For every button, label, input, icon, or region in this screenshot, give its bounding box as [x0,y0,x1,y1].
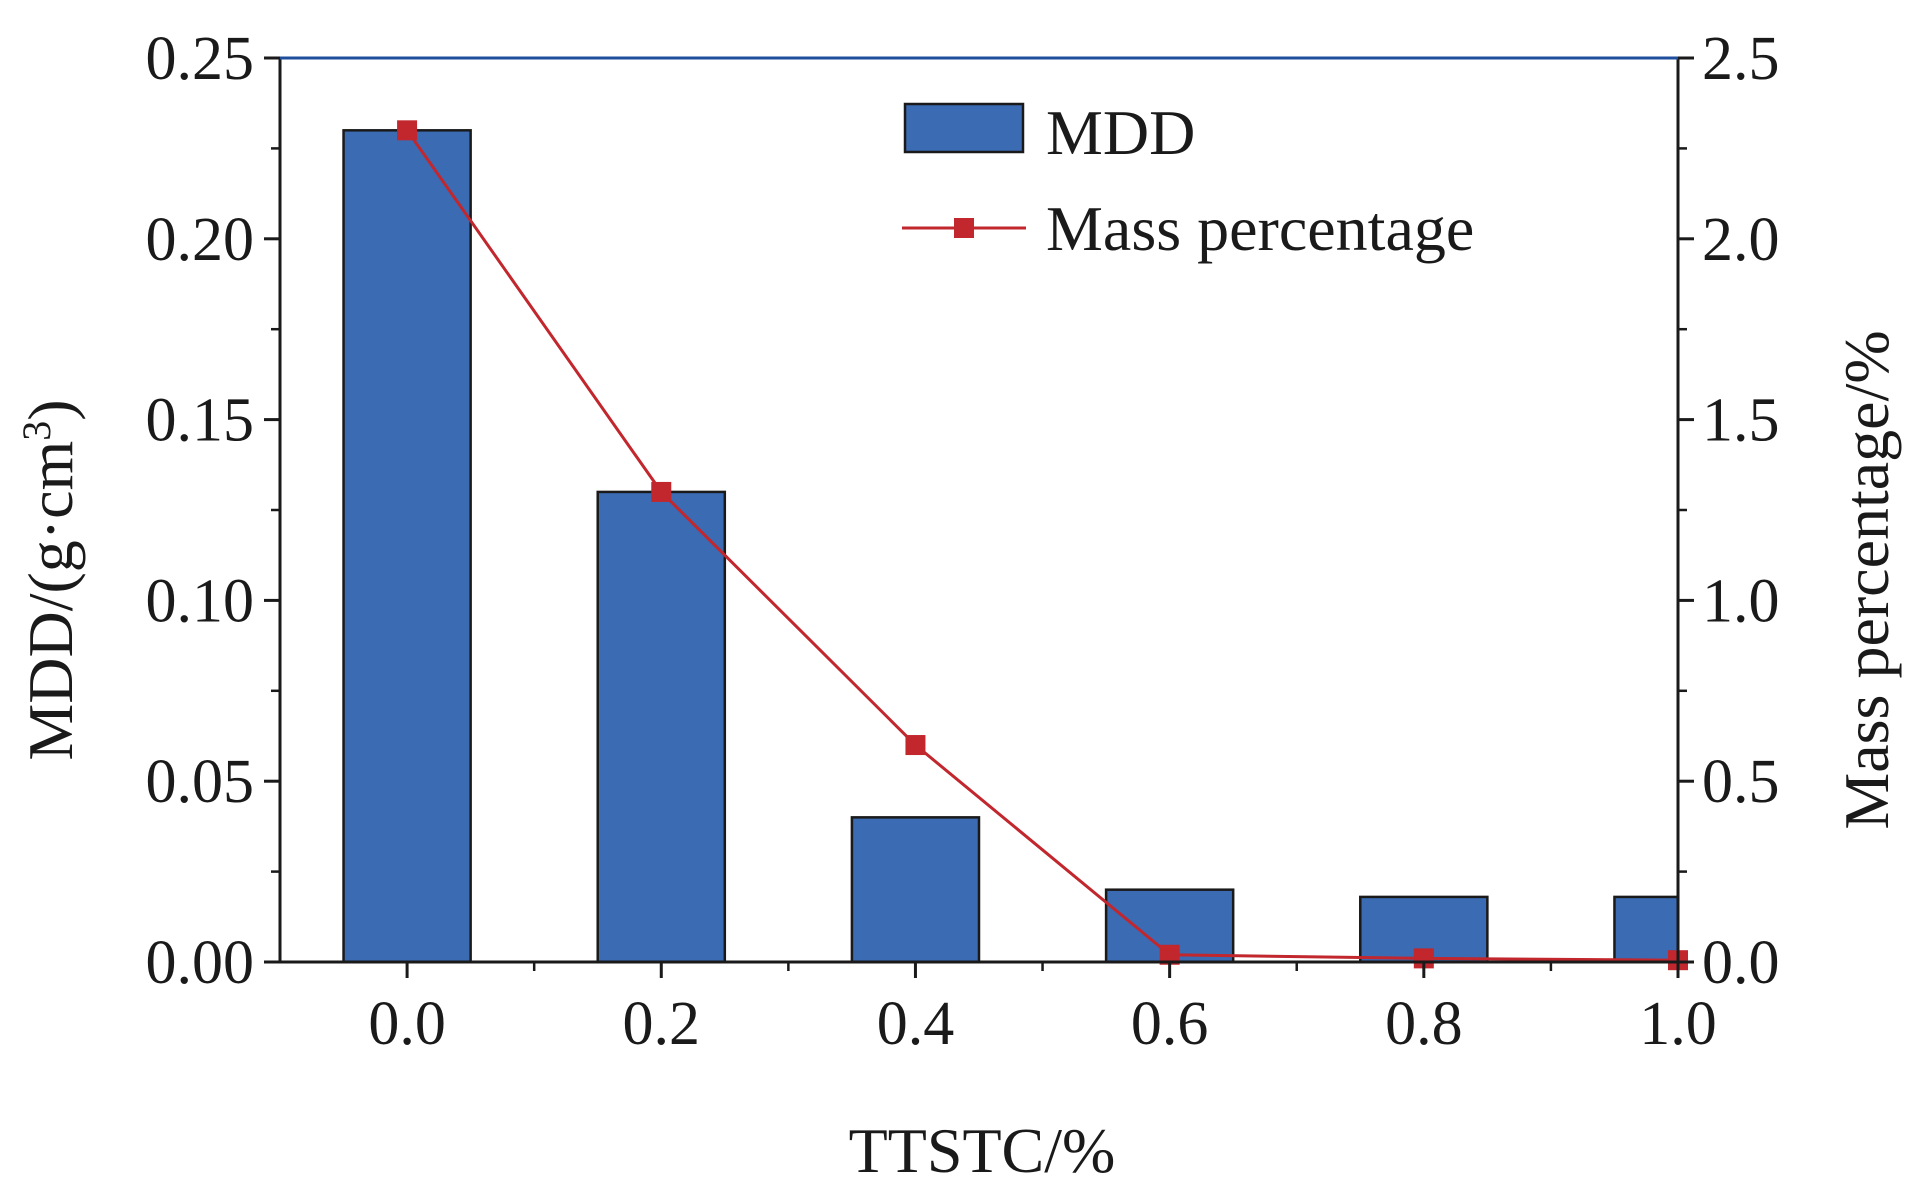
marker-mass-percentage-2 [905,735,926,756]
y-tick-label: 0.00 [146,929,255,997]
y2-tick-label: 0.5 [1702,748,1780,816]
marker-mass-percentage-1 [651,481,672,502]
bar-mdd-0 [342,129,472,964]
legend-mdd-label: MDD [1046,97,1195,168]
y2-tick-label: 1.0 [1702,567,1780,635]
x-tick-label: 0.4 [877,990,955,1058]
y-tick-label: 0.20 [146,206,255,274]
y2-axis-title: Mass percentage/% [1831,330,1902,829]
axes-group [264,56,1694,978]
y-tick-label: 0.05 [146,748,255,816]
x-tick-label: 1.0 [1639,990,1717,1058]
legend-mass-marker [954,218,974,238]
y2-tick-label: 1.5 [1702,387,1780,455]
marker-mass-percentage-0 [397,120,418,141]
y-axis-title-superscript: 3 [14,421,59,441]
y2-tick-label: 0.0 [1702,929,1780,997]
legend-mass-label: Mass percentage [1046,193,1474,264]
line-mass-percentage [405,129,1679,962]
bars-group [342,129,1680,964]
tick-labels-group: 0.00 0.05 0.10 0.15 0.20 0.25 0.0 0.5 1.0 1.5 2.0 2… [146,25,1780,1058]
y-tick-label: 0.25 [146,25,255,93]
y-axis-title-main: MDD/(g·cm [15,441,86,761]
y-axis-title-end: ) [15,399,86,420]
bar-mdd-2 [850,816,981,964]
y-axis-title: MDD/(g·cm3) [14,399,87,760]
line-series-group [397,120,1688,971]
y2-tick-label: 2.5 [1702,25,1780,93]
bar-mdd-1 [596,490,727,964]
y-tick-label: 0.15 [146,387,255,455]
y-tick-label: 0.10 [146,567,255,635]
legend-mdd-swatch [903,102,1025,154]
marker-mass-percentage-3 [1159,944,1180,965]
x-tick-label: 0.8 [1385,990,1463,1058]
x-tick-label: 0.2 [623,990,701,1058]
legend: MDD Mass percentage [902,97,1474,264]
x-axis-title: TTSTC/% [849,1115,1116,1186]
y2-tick-label: 2.0 [1702,206,1780,274]
x-tick-label: 0.0 [368,990,446,1058]
x-tick-label: 0.6 [1131,990,1209,1058]
